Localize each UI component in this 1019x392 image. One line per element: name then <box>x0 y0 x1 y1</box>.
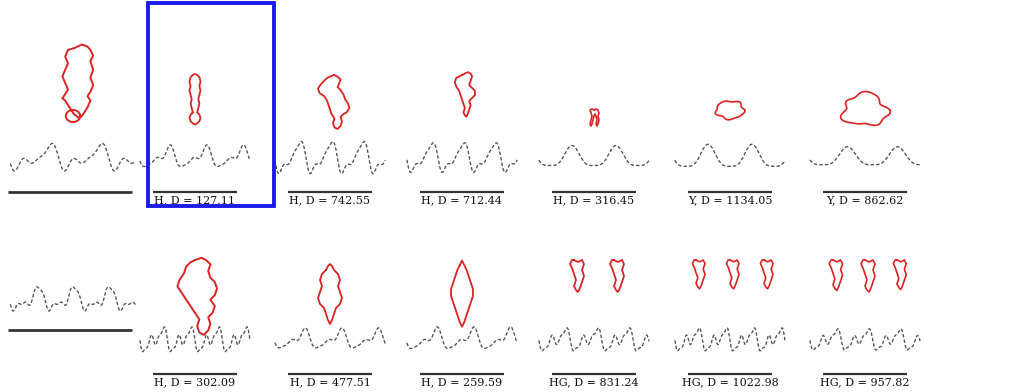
Text: HG, D = 1022.98: HG, D = 1022.98 <box>681 377 777 387</box>
Text: H, D = 712.44: H, D = 712.44 <box>421 195 502 205</box>
Text: H, D = 742.55: H, D = 742.55 <box>289 195 370 205</box>
Text: HG, D = 831.24: HG, D = 831.24 <box>548 377 638 387</box>
Text: H, D = 316.45: H, D = 316.45 <box>553 195 634 205</box>
Bar <box>148 3 274 206</box>
Text: HG, D = 957.82: HG, D = 957.82 <box>819 377 909 387</box>
Text: Y, D = 1134.05: Y, D = 1134.05 <box>687 195 771 205</box>
Text: H, D = 259.59: H, D = 259.59 <box>421 377 502 387</box>
Text: Y, D = 862.62: Y, D = 862.62 <box>825 195 903 205</box>
Text: H, D = 127.11: H, D = 127.11 <box>154 195 235 205</box>
Text: H, D = 477.51: H, D = 477.51 <box>289 377 370 387</box>
Text: H, D = 302.09: H, D = 302.09 <box>154 377 235 387</box>
